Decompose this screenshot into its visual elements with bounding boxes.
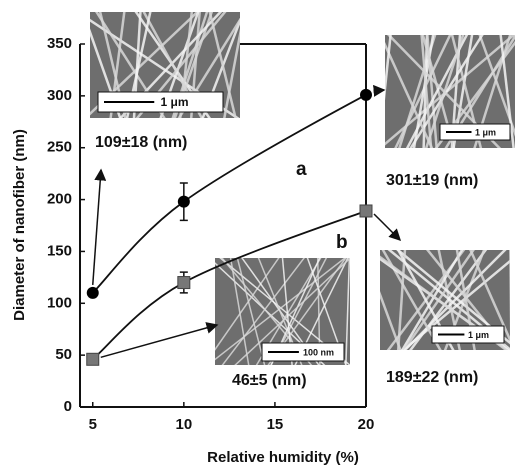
point (87, 353, 99, 365)
chart: Relative humidity (%) Diameter of nanofi… (0, 0, 531, 471)
scale-label: 1 μm (475, 127, 496, 137)
scale-label: 1 μm (468, 330, 489, 340)
fiber (510, 245, 511, 355)
point (178, 196, 190, 208)
scale-label: 100 nm (303, 347, 334, 357)
y-tick-label: 350 (47, 35, 72, 52)
series-label: b (336, 232, 348, 253)
x-tick-label: 10 (175, 416, 192, 433)
point (360, 89, 372, 101)
y-tick-label: 0 (64, 398, 72, 415)
point (178, 277, 190, 289)
x-axis-title: Relative humidity (%) (207, 449, 359, 466)
y-axis-title: Diameter of nanofiber (nm) (11, 129, 28, 321)
inset-caption: 189±22 (nm) (386, 369, 478, 386)
series-label: a (296, 159, 307, 180)
point (87, 287, 99, 299)
fiber (243, 7, 244, 123)
y-tick-label: 300 (47, 87, 72, 104)
fiber (367, 253, 369, 370)
y-tick-label: 50 (55, 346, 72, 363)
y-tick-label: 250 (47, 139, 72, 156)
arrow (374, 214, 400, 240)
y-tick-label: 100 (47, 294, 72, 311)
x-tick-label: 15 (267, 416, 284, 433)
y-tick-label: 150 (47, 242, 72, 259)
fiber (510, 245, 514, 355)
scale-label: 1 μm (161, 95, 189, 109)
inset-caption: 46±5 (nm) (232, 372, 307, 389)
y-tick-label: 200 (47, 191, 72, 208)
x-tick-label: 20 (358, 416, 375, 433)
arrow (374, 90, 384, 91)
inset-caption: 109±18 (nm) (95, 134, 187, 151)
arrow (93, 170, 101, 285)
inset-caption: 301±19 (nm) (386, 172, 478, 189)
point (360, 205, 372, 217)
x-tick-label: 5 (89, 416, 97, 433)
arrow (101, 325, 217, 357)
